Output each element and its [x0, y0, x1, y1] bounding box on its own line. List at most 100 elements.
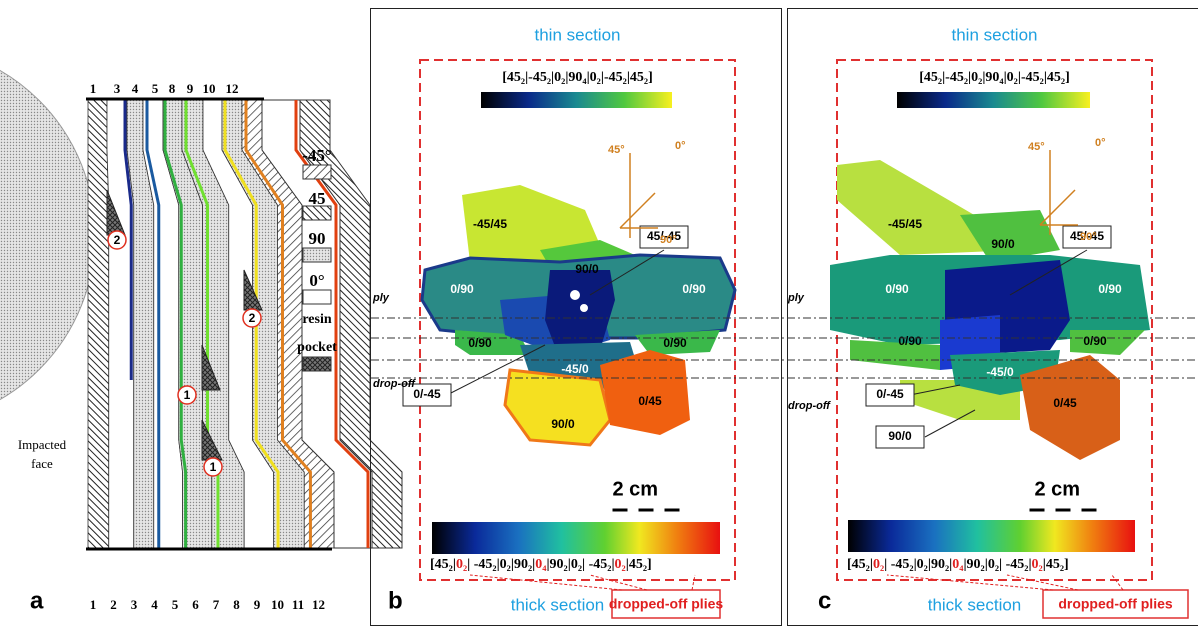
- pocket-number: 2: [249, 311, 256, 325]
- sequence-part: | -45₂|0₂|90₂|: [884, 557, 952, 572]
- region-label: 0/-45: [876, 387, 904, 401]
- colorbar: [432, 522, 720, 554]
- region-label: 0/90: [898, 334, 922, 348]
- colorbar: [481, 92, 672, 108]
- damage-region: [1070, 330, 1145, 355]
- dropped-arrow: [470, 575, 622, 590]
- top-ply-number: 8: [169, 81, 176, 96]
- bottom-ply-number: 5: [172, 597, 179, 612]
- bottom-ply-number: 10: [271, 597, 284, 612]
- region-label: -45/0: [986, 365, 1014, 379]
- sequence-part: [45₂|: [430, 557, 456, 572]
- bottom-ply-number: 12: [312, 597, 325, 612]
- sequence-part: |45₂]: [1043, 557, 1069, 572]
- damage-region: [850, 340, 940, 370]
- dropped-label: dropped-off plies: [609, 596, 724, 612]
- thin-section: thin section: [535, 25, 621, 44]
- region-label: 0/45: [638, 394, 662, 408]
- top-ply-number: 3: [114, 81, 121, 96]
- region-label: 0/90: [1098, 282, 1122, 296]
- bottom-ply-number: 4: [151, 597, 158, 612]
- legend-label: resin: [302, 312, 332, 327]
- region-label: 90/0: [991, 237, 1015, 251]
- damage-region: [505, 370, 610, 445]
- panel-c: thin section[45₂|-45₂|0₂|90₄|0₂|-45₂|45₂…: [787, 25, 1188, 618]
- sequence-part: 0₂: [873, 557, 884, 572]
- region-label: 90/0: [551, 417, 575, 431]
- impacted-face: Impacted: [18, 437, 67, 452]
- region-label: -45/45: [888, 217, 922, 231]
- legend-label: pocket: [297, 340, 337, 355]
- sequence-part: 0₄: [535, 557, 547, 572]
- legend-swatch: [303, 165, 331, 179]
- sequence-part: [45₂|: [847, 557, 873, 572]
- sequence-part: 0₂: [1032, 557, 1043, 572]
- dropped-arrow: [1112, 575, 1123, 590]
- dropped-arrow: [590, 575, 647, 590]
- pocket-number: 1: [184, 388, 191, 402]
- pocket-number: 1: [210, 460, 217, 474]
- angle-label: 90°: [660, 234, 677, 246]
- thick-section: thick section: [928, 595, 1022, 614]
- axis-arrow: [620, 193, 655, 228]
- top-ply-number: 5: [152, 81, 159, 96]
- region-label: 0/-45: [413, 387, 441, 401]
- top-sequence: [45₂|-45₂|0₂|90₄|0₂|-45₂|45₂]: [502, 70, 653, 85]
- sequence-part: | -45₂|0₂|90₂|: [467, 557, 535, 572]
- angle-label: 45°: [608, 144, 625, 156]
- drop-off-label: drop-off: [373, 378, 416, 390]
- dropped-arrow: [692, 575, 695, 590]
- legend-swatch: [303, 248, 331, 262]
- legend-label: 90: [309, 229, 326, 248]
- dropped-arrow: [887, 575, 1053, 590]
- ply-label: ply: [787, 292, 805, 304]
- legend-swatch: [303, 206, 331, 220]
- scale-label: 2 cm: [1035, 478, 1081, 500]
- region-label: 90/0: [888, 429, 912, 443]
- panel-b: thin section [45₂|-45₂|0₂|90₄|0₂|-45₂|45₂…: [372, 25, 735, 618]
- sequence-part: 0₂: [456, 557, 467, 572]
- bottom-ply-number: 3: [131, 597, 138, 612]
- impactor: [0, 45, 95, 425]
- region-label: 90/0: [575, 262, 599, 276]
- sequence-part: 0₄: [952, 557, 964, 572]
- bottom-sequence: [45₂|0₂| -45₂|0₂|90₂|0₄|90₂|0₂| -45₂|0₂|…: [847, 557, 1069, 572]
- bottom-ply-number: 1: [90, 597, 97, 612]
- region-label: -45/45: [473, 217, 507, 231]
- top-ply-number: 1: [90, 81, 97, 96]
- legend-label: 0°: [309, 271, 324, 290]
- angle-label: 0°: [1095, 137, 1106, 149]
- sequence-part: |90₂|0₂| -45₂|: [546, 557, 614, 572]
- panel-label: a: [30, 587, 44, 614]
- bottom-ply-number: 8: [233, 597, 240, 612]
- damage-region: [960, 210, 1060, 262]
- legend-swatch: [303, 357, 331, 371]
- dropped-label: dropped-off plies: [1058, 596, 1173, 612]
- legend-label: 45: [309, 189, 326, 208]
- region-label: -45/0: [561, 362, 589, 376]
- region-label: 0/45: [1053, 396, 1077, 410]
- region-label: 0/90: [1083, 334, 1107, 348]
- sequence-part: |45₂]: [626, 557, 652, 572]
- dropped-arrow: [1007, 575, 1078, 590]
- axis-arrow: [1040, 190, 1075, 225]
- colorbar: [848, 520, 1135, 552]
- ply-strip: [88, 100, 109, 548]
- impacted-face: face: [31, 456, 53, 471]
- ply-label: ply: [372, 292, 390, 304]
- legend-swatch: [303, 290, 331, 304]
- bottom-sequence: [45₂|0₂| -45₂|0₂|90₂|0₄|90₂|0₂| -45₂|0₂|…: [430, 557, 652, 572]
- angle-label: 0°: [675, 140, 686, 152]
- bottom-ply-number: 9: [254, 597, 261, 612]
- bottom-ply-number: 11: [292, 597, 304, 612]
- panel-label: b: [388, 587, 403, 614]
- angle-label: 90°: [1080, 231, 1097, 243]
- top-ply-number: 9: [187, 81, 194, 96]
- region-label: 0/90: [682, 282, 706, 296]
- sequence-part: 0₂: [615, 557, 626, 572]
- panel-a: 1345891012123456789101112-45°45900°resin…: [0, 45, 402, 614]
- bottom-ply-number: 6: [192, 597, 199, 612]
- angle-label: 45°: [1028, 141, 1045, 153]
- top-ply-number: 12: [226, 81, 239, 96]
- region-label: 0/90: [885, 282, 909, 296]
